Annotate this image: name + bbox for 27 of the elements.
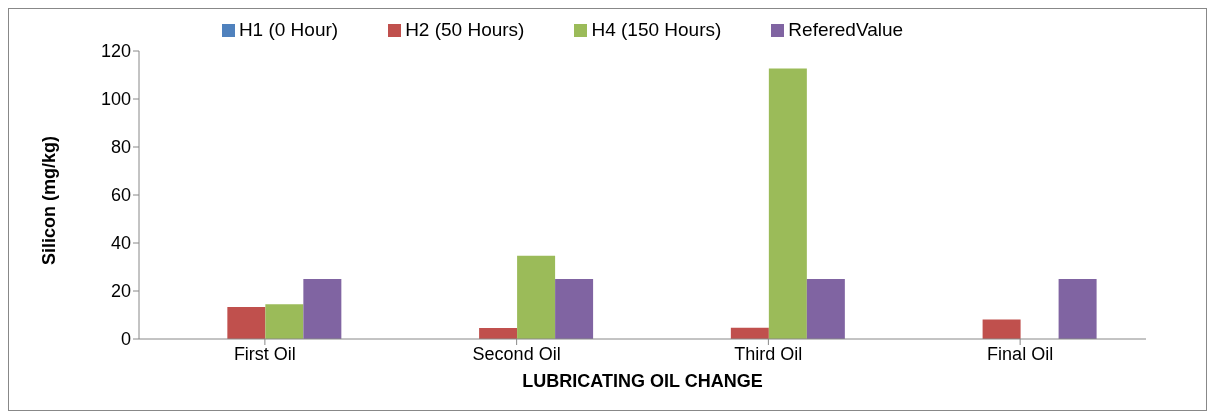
x-axis-title: LUBRICATING OIL CHANGE [522, 371, 763, 391]
y-axis-title: Silicon (mg/kg) [39, 135, 60, 265]
y-tick-label: 0 [120, 329, 131, 350]
bar [555, 279, 594, 339]
y-tick-label: 40 [110, 233, 131, 254]
x-tick-label: First Oil [233, 343, 296, 364]
bar [265, 304, 304, 339]
y-tick-label: 80 [110, 137, 131, 158]
bar [806, 279, 845, 339]
x-tick-label: Third Oil [734, 343, 803, 364]
legend-label: H4 (150 Hours) [591, 19, 722, 40]
y-tick-label: 120 [100, 41, 131, 62]
x-tick-label: Second Oil [472, 343, 561, 364]
legend-label: ReferedValue [788, 19, 904, 40]
legend-label: H1 (0 Hour) [238, 19, 339, 40]
bar [768, 68, 807, 339]
bar [1058, 279, 1097, 339]
bar [517, 255, 556, 339]
bar [479, 327, 518, 339]
bar [982, 319, 1021, 339]
y-tick-label: 20 [110, 281, 131, 302]
legend-label: H2 (50 Hours) [405, 19, 525, 40]
x-tick-label: Final Oil [987, 343, 1054, 364]
y-tick-label: 100 [100, 89, 131, 110]
bar [303, 279, 342, 339]
bar [227, 307, 266, 339]
y-tick-label: 60 [110, 185, 131, 206]
